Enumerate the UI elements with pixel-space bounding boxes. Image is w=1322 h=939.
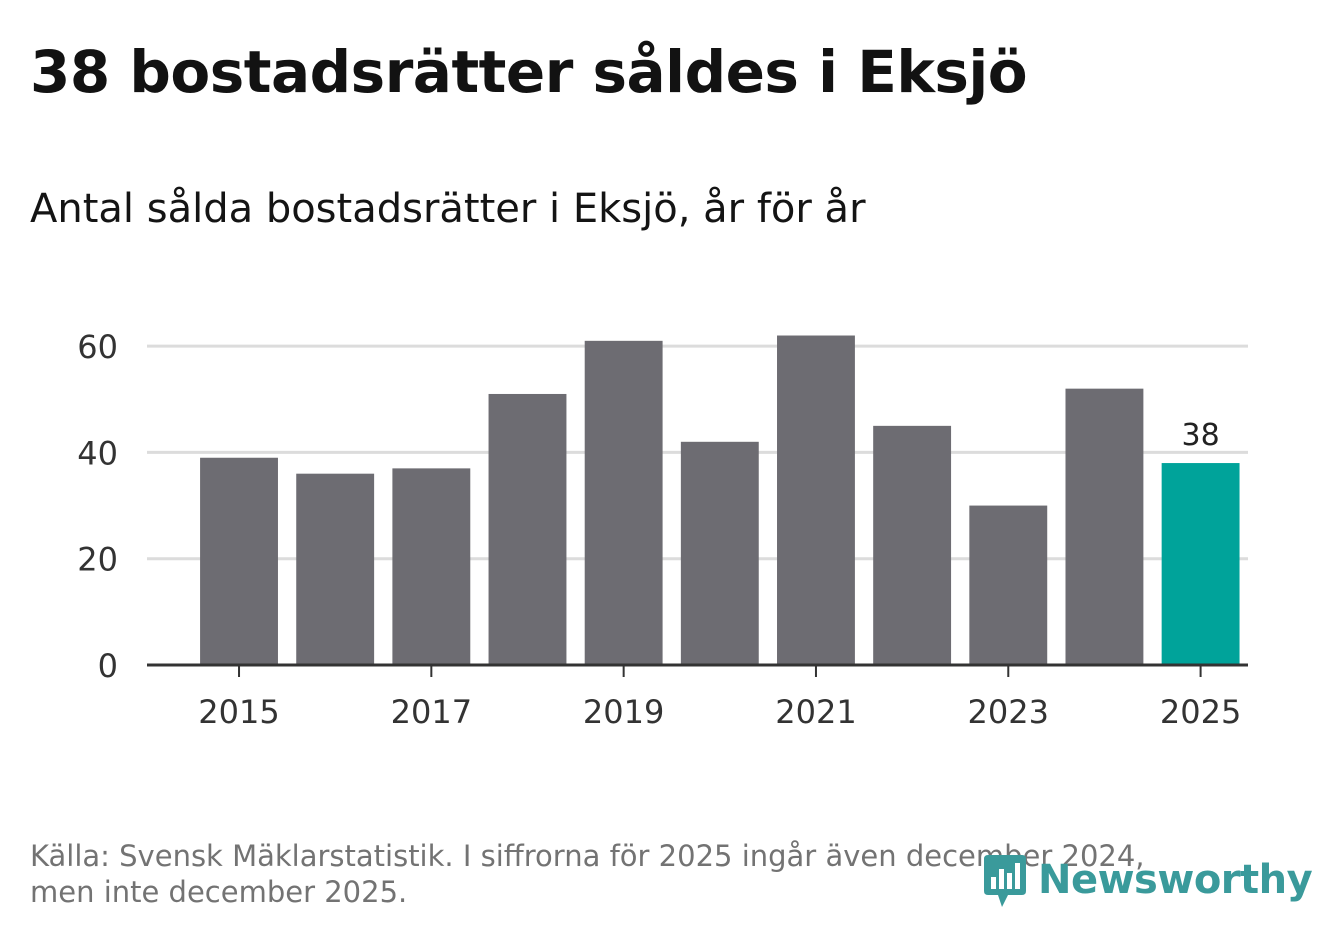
newsworthy-logo: Newsworthy <box>980 850 1313 910</box>
x-tick-label-2019: 2019 <box>583 693 664 731</box>
y-tick-label-20: 20 <box>77 541 118 579</box>
data-label-2025: 38 <box>1182 418 1220 453</box>
x-tick-label-2015: 2015 <box>198 693 279 731</box>
x-tick-label-2025: 2025 <box>1160 693 1241 731</box>
bar-2020 <box>680 441 759 665</box>
x-tick-label-2017: 2017 <box>391 693 472 731</box>
y-tick-label-0: 0 <box>98 647 118 685</box>
bar-2024 <box>1065 388 1144 665</box>
source-note-line-2: men inte december 2025. <box>30 875 408 909</box>
x-tick-label-2021: 2021 <box>775 693 856 731</box>
bar-2025 <box>1161 463 1240 665</box>
bar-chart-speech-bubble-icon <box>984 855 1026 907</box>
source-note-line-1: Källa: Svensk Mäklarstatistik. I siffror… <box>30 839 1145 873</box>
bar-2015 <box>200 457 278 665</box>
bar-2017 <box>392 468 471 665</box>
bar-2021 <box>777 335 855 665</box>
chart-subtitle: Antal sålda bostadsrätter i Eksjö, år fö… <box>30 186 866 232</box>
source-note: Källa: Svensk Mäklarstatistik. I siffror… <box>30 838 1230 910</box>
bar-2022 <box>873 425 952 665</box>
bar-2018 <box>488 393 567 665</box>
bar-2019 <box>584 340 663 665</box>
bar-2016 <box>296 473 375 665</box>
logo-text: Newsworthy <box>1038 857 1313 903</box>
chart-title: 38 bostadsrätter såldes i Eksjö <box>30 38 1028 106</box>
bar-2023 <box>969 505 1048 665</box>
x-tick-label-2023: 2023 <box>968 693 1049 731</box>
y-tick-label-40: 40 <box>77 434 118 472</box>
y-tick-label-60: 60 <box>77 328 118 366</box>
